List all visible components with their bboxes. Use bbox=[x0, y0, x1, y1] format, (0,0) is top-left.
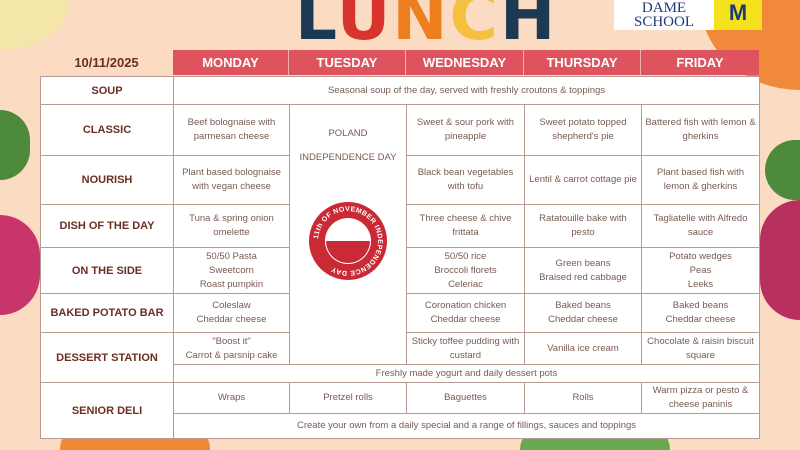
cell: Tagliatelle with Alfredo sauce bbox=[640, 204, 761, 248]
cell: Rolls bbox=[524, 382, 642, 414]
title-letter: U bbox=[336, 0, 393, 55]
title-letter: C bbox=[449, 0, 500, 55]
row-label: SOUP bbox=[40, 76, 174, 105]
title-letter: N bbox=[392, 0, 450, 55]
table-row: SENIOR DELI Wraps Pretzel rolls Baguettes Ro… bbox=[40, 382, 761, 439]
lunch-title: LUNCH bbox=[295, 0, 557, 55]
table-row: BAKED POTATO BAR Coleslaw Cheddar cheese C… bbox=[40, 293, 761, 333]
table-row: Create your own from a daily special and… bbox=[41, 413, 761, 439]
leaf-decoration bbox=[765, 140, 800, 200]
beet-decoration bbox=[0, 215, 40, 315]
cell: Battered fish with lemon & gherkins bbox=[640, 104, 761, 156]
header-wednesday: WEDNESDAY bbox=[406, 50, 524, 75]
tuesday-line1: POLAND bbox=[328, 128, 368, 139]
cell: Beef bolognaise with parmesan cheese bbox=[173, 104, 290, 156]
table-row: NOURISH Plant based bolognaise with vegan… bbox=[40, 155, 761, 205]
logo-line1: DAME bbox=[641, 0, 687, 16]
header-thursday: THURSDAY bbox=[524, 50, 641, 75]
table-row: DESSERT STATION "Boost it" Carrot & parsn… bbox=[40, 332, 761, 383]
cell: Vanilla ice cream bbox=[524, 332, 642, 365]
cell: Plant based bolognaise with vegan cheese bbox=[173, 155, 290, 205]
cell: Baked beans Cheddar cheese bbox=[640, 293, 761, 333]
row-label: SENIOR DELI bbox=[40, 382, 174, 439]
cell: Pretzel rolls bbox=[289, 382, 407, 414]
row-label: NOURISH bbox=[40, 155, 174, 205]
table-row: CLASSIC Beef bolognaise with parmesan che… bbox=[40, 104, 761, 365]
beet-decoration bbox=[760, 200, 800, 320]
header-friday: FRIDAY bbox=[641, 50, 759, 75]
lemon-decoration bbox=[0, 0, 70, 50]
cell: Tuna & spring onion omelette bbox=[173, 204, 290, 248]
table-row: ON THE SIDE 50/50 Pasta Sweetcorn Roast p… bbox=[40, 247, 761, 294]
dessert-all-days: Freshly made yogurt and daily dessert po… bbox=[172, 364, 761, 383]
title-letter: H bbox=[499, 0, 558, 55]
cell: Sweet potato topped shepherd's pie bbox=[524, 104, 642, 156]
cell: Baked beans Cheddar cheese bbox=[524, 293, 642, 333]
cell: Plant based fish with lemon & gherkins bbox=[640, 155, 761, 205]
menu-table: SOUP Seasonal soup of the day, served wit… bbox=[40, 76, 761, 439]
leaf-decoration bbox=[0, 110, 30, 180]
independence-day-badge: 11th OF NOVEMBER INDEPENDENCE DAY bbox=[309, 202, 387, 280]
tuesday-line2: INDEPENDENCE DAY bbox=[299, 152, 397, 163]
senior-all-days: Create your own from a daily special and… bbox=[172, 413, 761, 439]
cell: Three cheese & chive frittata bbox=[406, 204, 525, 248]
tuesday-special: POLAND INDEPENDENCE DAY 11th OF NOVEMBER … bbox=[289, 104, 407, 365]
school-logo: DAME SCHOOL M bbox=[614, 0, 762, 30]
crest-icon: M bbox=[714, 0, 762, 30]
table-row: Freshly made yogurt and daily dessert po… bbox=[41, 364, 761, 383]
row-label: BAKED POTATO BAR bbox=[40, 293, 174, 333]
cell: "Boost it" Carrot & parsnip cake bbox=[173, 332, 290, 365]
cell: Ratatouille bake with pesto bbox=[524, 204, 642, 248]
cell: Warm pizza or pesto & cheese paninis bbox=[640, 382, 761, 414]
cell: Potato wedges Peas Leeks bbox=[640, 247, 761, 294]
header-tuesday: TUESDAY bbox=[289, 50, 406, 75]
logo-text: DAME SCHOOL bbox=[614, 0, 714, 30]
logo-line2: SCHOOL bbox=[633, 14, 694, 30]
soup-all-days: Seasonal soup of the day, served with fr… bbox=[172, 76, 761, 105]
row-label: DESSERT STATION bbox=[40, 332, 174, 383]
cell: 50/50 rice Broccoli florets Celeriac bbox=[406, 247, 525, 294]
cell: Lentil & carrot cottage pie bbox=[524, 155, 642, 205]
header-monday: MONDAY bbox=[173, 50, 289, 75]
cell: Green beans Braised red cabbage bbox=[524, 247, 642, 294]
cell: Wraps bbox=[173, 382, 290, 414]
menu-date: 10/11/2025 bbox=[74, 55, 139, 70]
cell: Sticky toffee pudding with custard bbox=[406, 332, 525, 365]
table-row: DISH OF THE DAY Tuna & spring onion omele… bbox=[40, 204, 761, 248]
row-label: DISH OF THE DAY bbox=[40, 204, 174, 248]
cell: Black bean vegetables with tofu bbox=[406, 155, 525, 205]
cell: Coronation chicken Cheddar cheese bbox=[406, 293, 525, 333]
cell: 50/50 Pasta Sweetcorn Roast pumpkin bbox=[173, 247, 290, 294]
table-row: SOUP Seasonal soup of the day, served wit… bbox=[40, 76, 761, 105]
cell: Coleslaw Cheddar cheese bbox=[173, 293, 290, 333]
cell: Sweet & sour pork with pineapple bbox=[406, 104, 525, 156]
row-label: CLASSIC bbox=[40, 104, 174, 156]
cell: Chocolate & raisin biscuit square bbox=[640, 332, 761, 365]
cell: Baguettes bbox=[406, 382, 525, 414]
title-letter: L bbox=[295, 0, 337, 55]
row-label: ON THE SIDE bbox=[40, 247, 174, 294]
